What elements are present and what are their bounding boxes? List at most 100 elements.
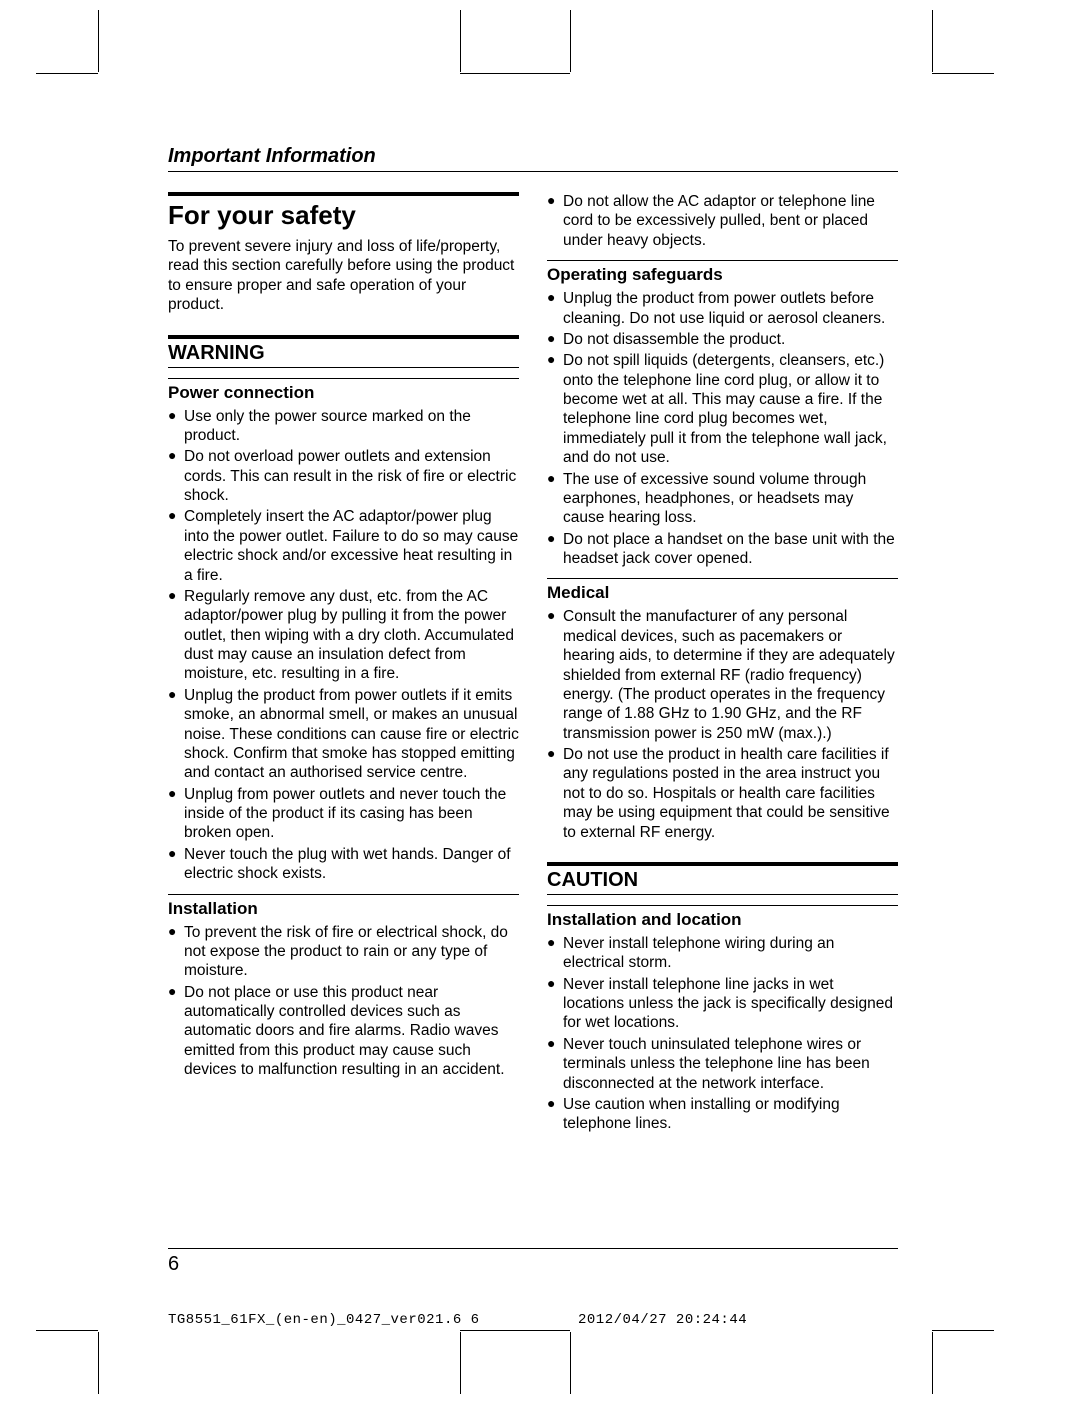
list-item: ●Never touch uninsulated telephone wires…: [547, 1035, 898, 1093]
page-content: Important Information For your safety To…: [168, 145, 898, 1136]
crop-mark: [570, 10, 571, 72]
list-item-text: Use only the power source marked on the …: [184, 407, 519, 446]
list-item-text: Do not allow the AC adaptor or telephone…: [563, 192, 898, 250]
list-item: ●To prevent the risk of fire or electric…: [168, 923, 519, 981]
warning-heading: WARNING: [168, 335, 519, 368]
bullet-list: ●Consult the manufacturer of any persona…: [547, 607, 898, 842]
list-item: ●Consult the manufacturer of any persona…: [547, 607, 898, 743]
list-item: ●Completely insert the AC adaptor/power …: [168, 507, 519, 585]
list-item: ●Do not disassemble the product.: [547, 330, 898, 349]
bullet-icon: ●: [547, 330, 563, 349]
chapter-title: Important Information: [168, 145, 898, 172]
page-number: 6: [168, 1248, 898, 1276]
bullet-icon: ●: [547, 289, 563, 328]
bullet-icon: ●: [547, 470, 563, 528]
crop-mark: [36, 73, 98, 74]
bullet-list: ●Use only the power source marked on the…: [168, 407, 519, 884]
list-item-text: Never touch uninsulated telephone wires …: [563, 1035, 898, 1093]
bullet-list: ●Never install telephone wiring during a…: [547, 934, 898, 1134]
bullet-icon: ●: [168, 923, 184, 981]
footer-filename: TG8551_61FX_(en-en)_0427_ver021.6 6: [168, 1312, 488, 1328]
list-item-text: Unplug the product from power outlets if…: [184, 686, 519, 783]
bullet-icon: ●: [168, 983, 184, 1080]
bullet-icon: ●: [547, 192, 563, 250]
bullet-icon: ●: [168, 785, 184, 843]
bullet-icon: ●: [168, 587, 184, 684]
list-item-text: Unplug the product from power outlets be…: [563, 289, 898, 328]
bullet-icon: ●: [547, 745, 563, 842]
list-item-text: Do not use the product in health care fa…: [563, 745, 898, 842]
crop-mark: [932, 10, 933, 72]
crop-mark: [932, 73, 994, 74]
list-item-text: Do not overload power outlets and extens…: [184, 447, 519, 505]
list-item-text: Do not spill liquids (detergents, cleans…: [563, 351, 898, 467]
bullet-icon: ●: [547, 975, 563, 1033]
bullet-list: ●To prevent the risk of fire or electric…: [168, 923, 519, 1080]
bullet-icon: ●: [168, 447, 184, 505]
bullet-icon: ●: [168, 686, 184, 783]
bullet-list: ●Unplug the product from power outlets b…: [547, 289, 898, 568]
subsection-heading: Installation and location: [547, 905, 898, 930]
bullet-icon: ●: [168, 507, 184, 585]
list-item-text: Regularly remove any dust, etc. from the…: [184, 587, 519, 684]
list-item: ●Do not place a handset on the base unit…: [547, 530, 898, 569]
caution-heading: CAUTION: [547, 862, 898, 895]
list-item: ●Never install telephone line jacks in w…: [547, 975, 898, 1033]
intro-text: To prevent severe injury and loss of lif…: [168, 237, 519, 315]
list-item: ●Use caution when installing or modifyin…: [547, 1095, 898, 1134]
list-item: ●Do not allow the AC adaptor or telephon…: [547, 192, 898, 250]
list-item-text: Never install telephone line jacks in we…: [563, 975, 898, 1033]
list-item-text: Never install telephone wiring during an…: [563, 934, 898, 973]
crop-mark: [570, 1332, 571, 1394]
list-item-text: Do not place or use this product near au…: [184, 983, 519, 1080]
list-item: ●Unplug the product from power outlets b…: [547, 289, 898, 328]
list-item: ●Do not overload power outlets and exten…: [168, 447, 519, 505]
list-item-text: Use caution when installing or modifying…: [563, 1095, 898, 1134]
bullet-icon: ●: [547, 1035, 563, 1093]
subsection-heading: Operating safeguards: [547, 260, 898, 285]
right-column: ●Do not allow the AC adaptor or telephon…: [547, 192, 898, 1136]
list-item: ●Do not use the product in health care f…: [547, 745, 898, 842]
crop-mark: [98, 1332, 99, 1394]
crop-mark: [460, 73, 570, 74]
crop-mark: [932, 1330, 994, 1331]
list-item: ●Regularly remove any dust, etc. from th…: [168, 587, 519, 684]
bullet-icon: ●: [547, 530, 563, 569]
footer-timestamp: 2012/04/27 20:24:44: [488, 1312, 898, 1328]
list-item: ●The use of excessive sound volume throu…: [547, 470, 898, 528]
list-item: ●Use only the power source marked on the…: [168, 407, 519, 446]
list-item-text: To prevent the risk of fire or electrica…: [184, 923, 519, 981]
list-item-text: Do not disassemble the product.: [563, 330, 898, 349]
bullet-icon: ●: [547, 351, 563, 467]
list-item: ●Unplug the product from power outlets i…: [168, 686, 519, 783]
list-item: ●Do not place or use this product near a…: [168, 983, 519, 1080]
bullet-icon: ●: [168, 845, 184, 884]
list-item: ●Never install telephone wiring during a…: [547, 934, 898, 973]
subsection-heading: Medical: [547, 578, 898, 603]
crop-mark: [460, 1332, 461, 1394]
crop-mark: [932, 1332, 933, 1394]
footer: TG8551_61FX_(en-en)_0427_ver021.6 6 2012…: [168, 1312, 898, 1328]
list-item-text: Never touch the plug with wet hands. Dan…: [184, 845, 519, 884]
bullet-icon: ●: [547, 934, 563, 973]
crop-mark: [98, 10, 99, 72]
list-item-text: Unplug from power outlets and never touc…: [184, 785, 519, 843]
crop-mark: [36, 1330, 98, 1331]
list-item-text: Do not place a handset on the base unit …: [563, 530, 898, 569]
columns: For your safety To prevent severe injury…: [168, 192, 898, 1136]
left-column: For your safety To prevent severe injury…: [168, 192, 519, 1136]
carryover-list: ●Do not allow the AC adaptor or telephon…: [547, 192, 898, 250]
bullet-icon: ●: [168, 407, 184, 446]
list-item: ●Never touch the plug with wet hands. Da…: [168, 845, 519, 884]
subsection-heading: Installation: [168, 894, 519, 919]
bullet-icon: ●: [547, 1095, 563, 1134]
crop-mark: [460, 10, 461, 72]
list-item-text: Consult the manufacturer of any personal…: [563, 607, 898, 743]
list-item-text: The use of excessive sound volume throug…: [563, 470, 898, 528]
list-item-text: Completely insert the AC adaptor/power p…: [184, 507, 519, 585]
subsection-heading: Power connection: [168, 378, 519, 403]
crop-mark: [460, 1330, 570, 1331]
section-title: For your safety: [168, 192, 519, 231]
bullet-icon: ●: [547, 607, 563, 743]
list-item: ●Do not spill liquids (detergents, clean…: [547, 351, 898, 467]
